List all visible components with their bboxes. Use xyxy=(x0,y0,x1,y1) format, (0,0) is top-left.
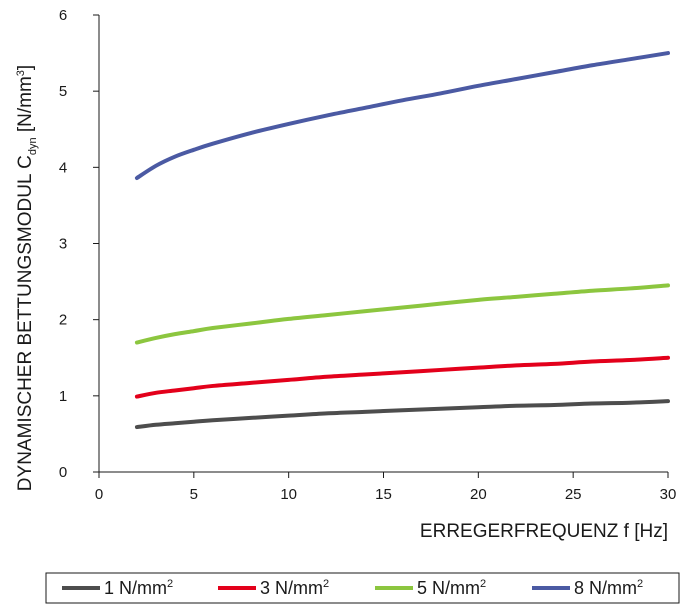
y-tick-label: 1 xyxy=(59,388,67,405)
x-tick-label: 30 xyxy=(660,486,677,503)
y-tick-label: 5 xyxy=(59,83,67,100)
series-line-1 xyxy=(134,399,670,430)
y-axis-title: DYNAMISCHER BETTUNGSMODUL Cdyn [N/mm3] xyxy=(15,65,39,491)
x-tick-label: 20 xyxy=(470,486,487,503)
y-tick-label: 4 xyxy=(59,159,67,176)
y-tick-label: 3 xyxy=(59,236,67,253)
series-line-2 xyxy=(134,355,670,399)
legend-label-4: 8 N/mm2 xyxy=(574,578,643,598)
legend-label-2: 3 N/mm2 xyxy=(260,578,329,598)
y-axis-title-subscript: dyn xyxy=(27,137,39,155)
x-tick-label: 0 xyxy=(95,486,103,503)
x-tick-label: 10 xyxy=(280,486,297,503)
legend-box xyxy=(45,572,680,604)
y-tick-label: 0 xyxy=(59,464,67,481)
y-tick-label: 2 xyxy=(59,312,67,329)
x-tick-label: 15 xyxy=(375,486,392,503)
series-line-3 xyxy=(134,283,670,345)
x-tick-label: 5 xyxy=(190,486,198,503)
legend-label-1: 1 N/mm2 xyxy=(104,578,173,598)
legend: 1 N/mm2 3 N/mm2 5 N/mm2 8 N/mm2 xyxy=(62,578,643,598)
y-axis-title-unit: [N/mm xyxy=(15,76,36,137)
series-lines xyxy=(134,51,670,430)
y-axis-title-main: DYNAMISCHER BETTUNGSMODUL C xyxy=(15,155,36,491)
legend-label-3: 5 N/mm2 xyxy=(417,578,486,598)
y-tick-label: 6 xyxy=(59,7,67,24)
x-tick-label: 25 xyxy=(565,486,582,503)
x-axis-title: ERREGERFREQUENZ f [Hz] xyxy=(420,521,668,542)
series-line-4 xyxy=(134,51,670,180)
ticks: 0 1 2 3 4 5 6 0 5 10 15 20 25 30 xyxy=(59,7,677,503)
y-axis-title-unit-power: 3 xyxy=(15,70,27,76)
y-axis-title-unit-close: ] xyxy=(15,65,36,70)
